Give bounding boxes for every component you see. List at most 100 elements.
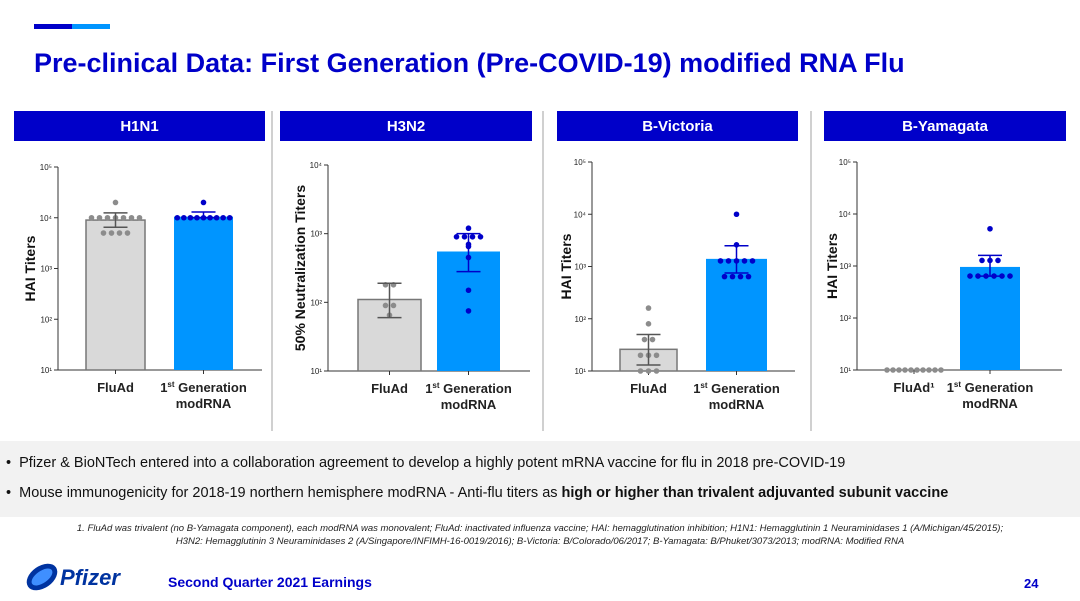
data-point [914, 367, 920, 373]
bullet-2-bold: high or higher than trivalent adjuvanted… [561, 485, 949, 501]
data-point [737, 273, 744, 280]
y-tick-label: 10¹ [574, 367, 586, 376]
data-point [1007, 273, 1013, 279]
panel-header-h1n1: H1N1 [14, 111, 265, 141]
data-point [213, 214, 220, 221]
x-label-fluad: FluAd [630, 381, 667, 396]
data-point [100, 230, 107, 236]
data-point [908, 367, 914, 373]
data-point [884, 367, 890, 373]
y-axis-title: HAI Titers [824, 233, 840, 299]
y-tick-label: 10² [839, 314, 851, 323]
bar-modrna [706, 258, 767, 371]
data-point [465, 287, 472, 294]
y-tick-label: 10⁴ [40, 214, 53, 223]
data-point [896, 367, 902, 373]
data-point [124, 230, 131, 236]
accent-bar-dark [34, 24, 72, 29]
x-label-modrna-line2: modRNA [962, 396, 1018, 411]
data-point [979, 257, 985, 264]
y-axis-title: 50% Neutralization Titers [292, 185, 308, 351]
y-tick-label: 10³ [310, 230, 322, 239]
data-point [926, 367, 932, 373]
page-title: Pre-clinical Data: First Generation (Pre… [34, 48, 905, 78]
data-point [645, 368, 652, 374]
accent-bar-light [72, 24, 110, 29]
data-point [745, 273, 752, 280]
data-point [987, 225, 993, 232]
x-label-modrna: 1st Generation [425, 381, 512, 396]
x-label-modrna: 1st Generation [160, 380, 247, 395]
data-point [136, 214, 143, 221]
data-point [641, 336, 648, 343]
data-point [967, 273, 973, 279]
bullet-1: • Pfizer & BioNTech entered into a colla… [6, 455, 846, 471]
x-label-modrna-line2: modRNA [441, 397, 497, 412]
data-point [120, 214, 127, 221]
y-tick-label: 10¹ [40, 366, 52, 375]
y-tick-label: 10⁴ [839, 210, 852, 219]
bullet-2: • Mouse immunogenicity for 2018-19 north… [6, 485, 949, 501]
y-tick-label: 10² [574, 315, 586, 324]
data-point [932, 367, 938, 373]
pfizer-pill-icon [26, 563, 58, 591]
data-point [116, 230, 123, 236]
data-point [390, 302, 397, 309]
data-point [902, 367, 908, 373]
y-tick-label: 10⁴ [574, 210, 587, 219]
data-point [108, 230, 115, 236]
pfizer-wordmark: Pfizer [60, 565, 120, 590]
panel-header-h3n2: H3N2 [280, 111, 532, 141]
x-label-fluad: FluAd [97, 380, 134, 395]
data-point [96, 214, 103, 221]
data-point [938, 367, 944, 373]
data-point [725, 258, 732, 264]
data-point [729, 273, 736, 280]
data-point [181, 214, 187, 221]
y-axis-title: HAI Titers [22, 235, 38, 301]
data-point [995, 257, 1001, 264]
pfizer-logo: Pfizer [22, 557, 142, 597]
footnote: 1. FluAd was trivalent (no B-Yamagata co… [76, 523, 1004, 547]
data-point [104, 214, 111, 221]
y-tick-label: 10³ [40, 265, 52, 274]
data-point [645, 321, 652, 327]
bullet-2-text: Mouse immunogenicity for 2018-19 norther… [19, 485, 562, 501]
data-point [733, 211, 740, 218]
data-point [465, 308, 472, 314]
data-point [128, 214, 135, 221]
panel-header-b-victoria: B-Victoria [557, 111, 798, 141]
page-number: 24 [1024, 576, 1039, 591]
y-tick-label: 10² [310, 298, 322, 307]
data-point [637, 368, 644, 374]
y-tick-label: 10¹ [310, 367, 322, 376]
panel-header-b-yamagata: B-Yamagata [824, 111, 1066, 141]
bar-fluad [85, 219, 146, 371]
x-label-fluad: FluAd¹ [893, 380, 934, 395]
panel-divider [810, 111, 812, 431]
bullet-1-text: Pfizer & BioNTech entered into a collabo… [19, 455, 846, 471]
data-point [645, 305, 652, 311]
footer-event: Second Quarter 2021 Earnings [168, 574, 372, 590]
charts-canvas: 10¹ 10² 10³ 10⁴ 10⁵ HAI Titers FluAd 1st Genera… [22, 158, 1062, 412]
data-point [382, 302, 389, 309]
panel-divider [271, 111, 273, 431]
panel-divider [542, 111, 544, 431]
y-tick-label: 10⁵ [574, 158, 586, 167]
data-point [88, 214, 95, 221]
data-point [741, 258, 748, 264]
data-point [653, 368, 660, 374]
data-point [717, 258, 724, 264]
data-point [653, 352, 660, 359]
data-point [174, 214, 181, 221]
data-point [200, 199, 207, 206]
data-point [637, 352, 644, 359]
data-point [749, 258, 756, 264]
x-label-fluad: FluAd [371, 381, 408, 396]
data-point [461, 234, 468, 240]
y-tick-label: 10³ [574, 263, 586, 272]
y-tick-label: 10³ [839, 262, 851, 271]
y-axis-title: HAI Titers [558, 233, 574, 299]
bar-modrna [174, 216, 233, 370]
data-point [920, 367, 926, 373]
